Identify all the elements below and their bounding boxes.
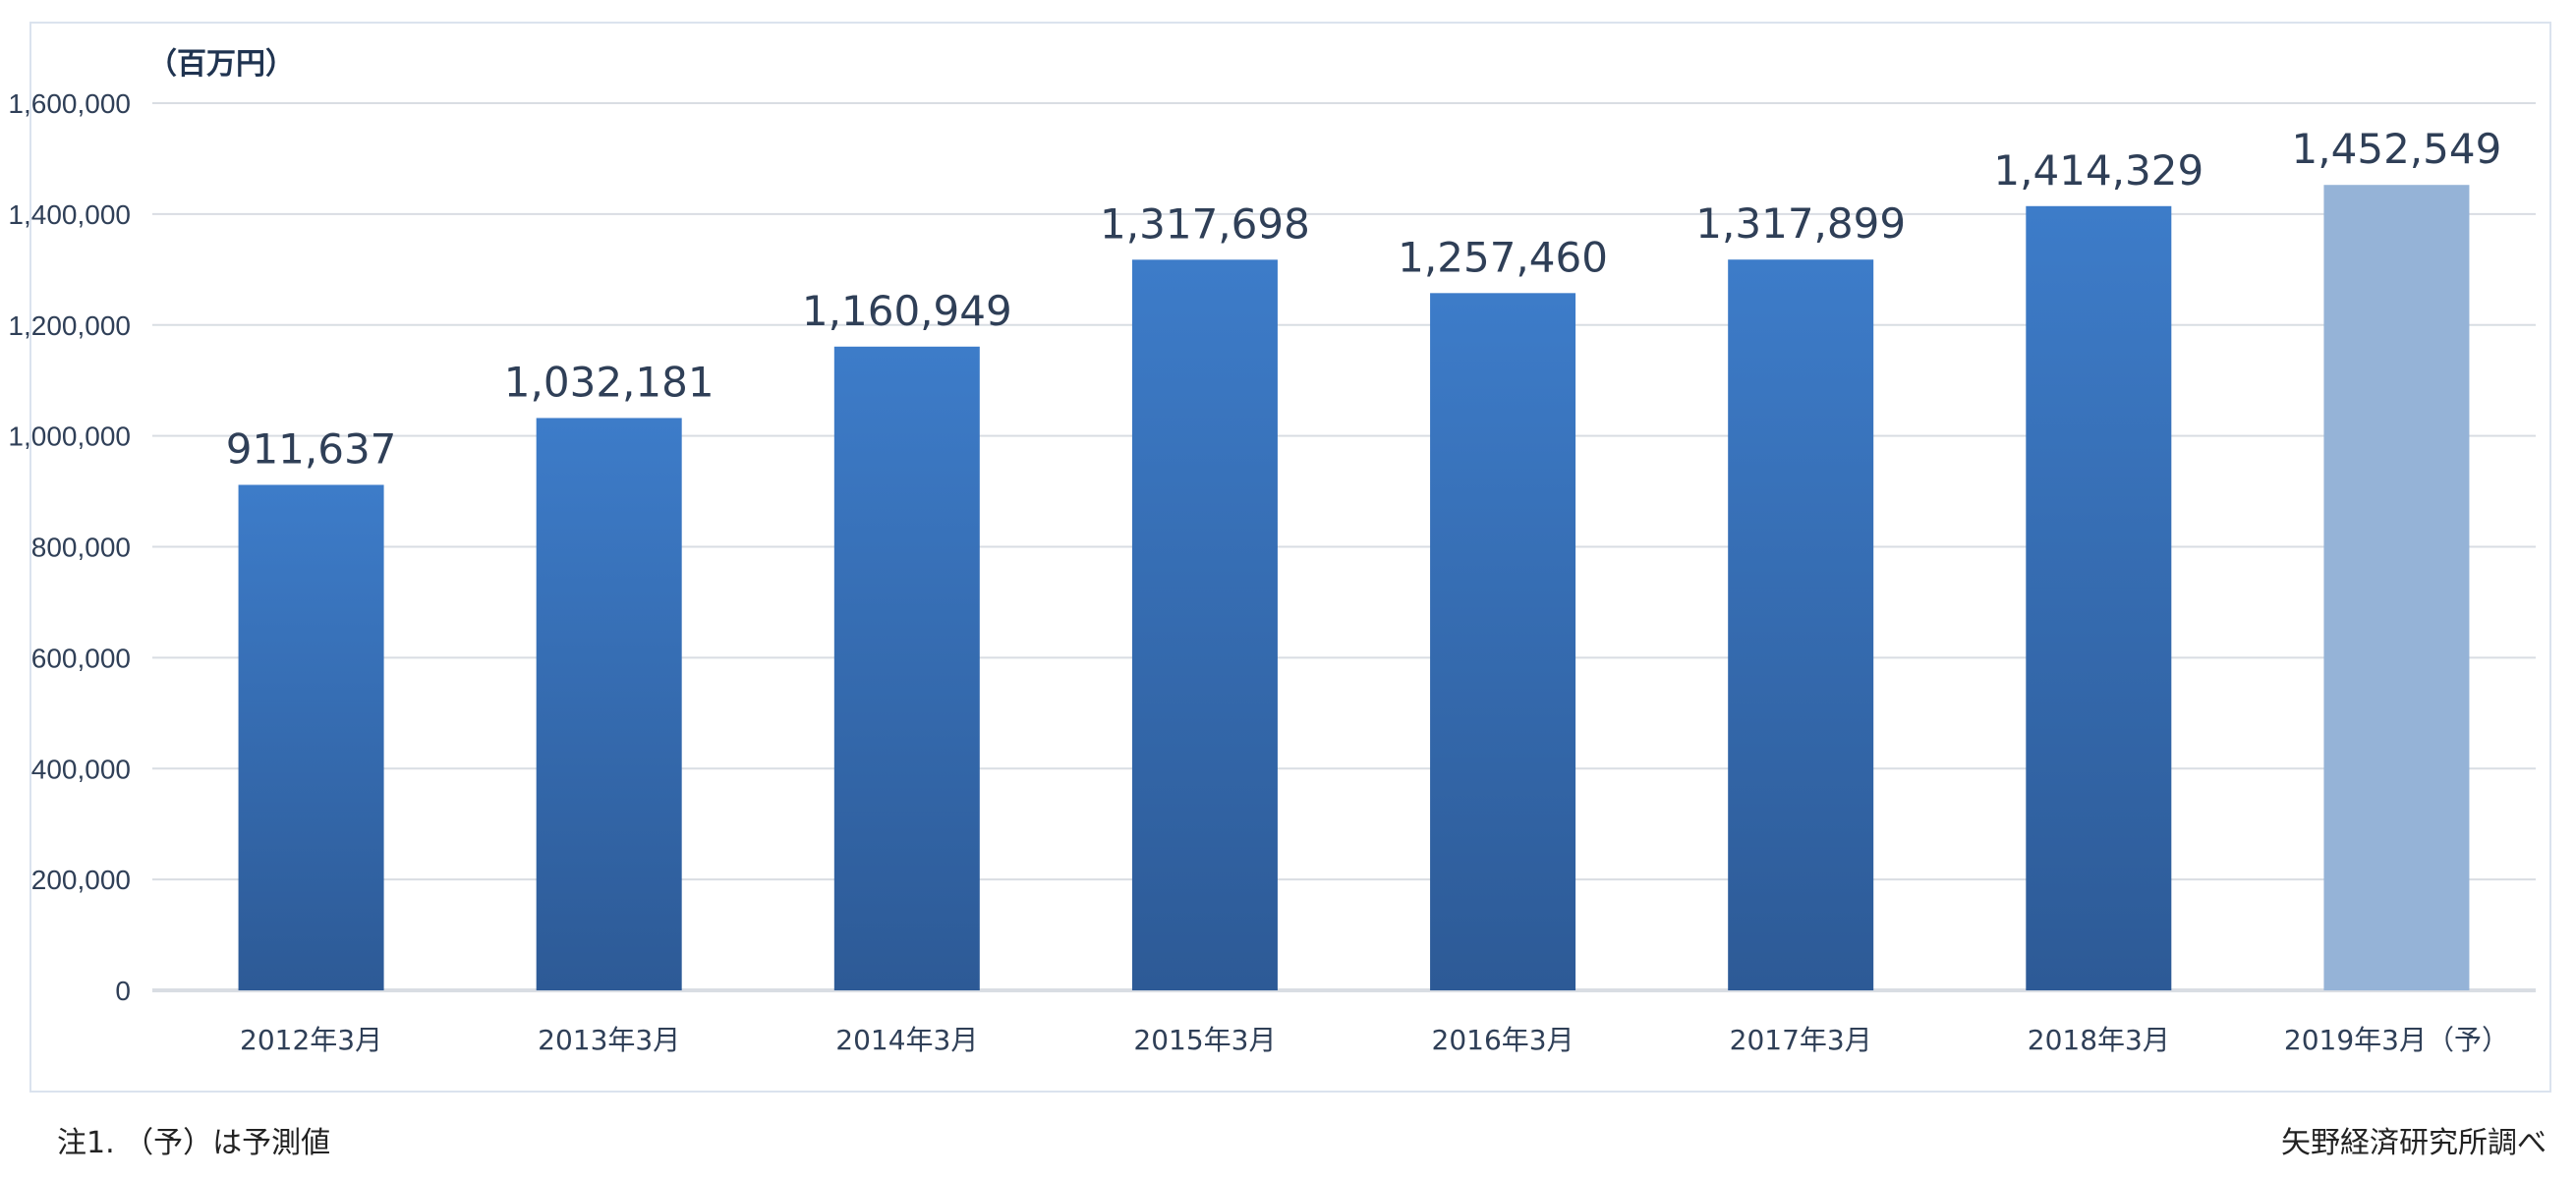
- bar: [1728, 259, 1874, 990]
- data-label: 1,032,181: [504, 358, 715, 406]
- y-tick-label: 400,000: [31, 754, 131, 784]
- data-label: 1,452,549: [2292, 125, 2502, 173]
- x-tick-label: 2012年3月: [240, 1024, 382, 1056]
- bar: [536, 418, 682, 990]
- data-label: 1,257,460: [1398, 233, 1608, 281]
- y-tick-label: 600,000: [31, 643, 131, 673]
- y-tick-label: 1,000,000: [8, 421, 131, 452]
- x-tick-label: 2019年3月（予）: [2284, 1024, 2509, 1056]
- unit-label: （百万円）: [147, 47, 295, 82]
- chart-frame: [29, 22, 2551, 1093]
- x-tick-label: 2017年3月: [1730, 1024, 1872, 1056]
- y-tick-label: 200,000: [31, 865, 131, 895]
- y-tick-label: 1,200,000: [8, 310, 131, 341]
- data-label: 911,637: [226, 424, 397, 473]
- data-label: 1,414,329: [1993, 146, 2204, 195]
- bar: [833, 346, 980, 990]
- x-tick-label: 2016年3月: [1432, 1024, 1574, 1056]
- bar: [1430, 293, 1576, 990]
- bar: [1131, 259, 1278, 990]
- bar: [238, 484, 384, 990]
- x-tick-label: 2013年3月: [538, 1024, 680, 1056]
- data-label: 1,317,899: [1695, 199, 1906, 248]
- x-tick-label: 2014年3月: [835, 1024, 978, 1056]
- y-tick-label: 1,400,000: [8, 199, 131, 230]
- bar: [2323, 185, 2470, 990]
- y-tick-label: 1,600,000: [8, 88, 131, 119]
- y-tick-label: 800,000: [31, 533, 131, 563]
- y-tick-label: 0: [115, 976, 131, 1006]
- x-tick-label: 2015年3月: [1133, 1024, 1276, 1056]
- data-label: 1,317,698: [1100, 199, 1310, 248]
- source-note: 矢野経済研究所調べ: [2281, 1126, 2547, 1160]
- x-tick-label: 2018年3月: [2028, 1024, 2170, 1056]
- footnote: 注1. （予）は予測値: [57, 1126, 331, 1160]
- bar: [2026, 205, 2172, 990]
- data-label: 1,160,949: [802, 287, 1012, 335]
